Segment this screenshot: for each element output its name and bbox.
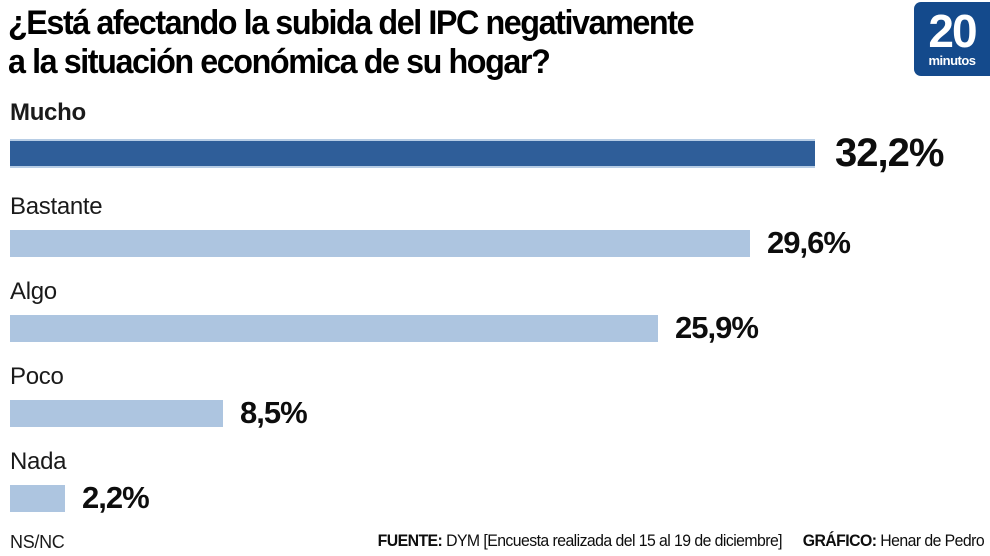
page-title-line2: a la situación económica de su hogar? <box>8 43 551 82</box>
source-label: FUENTE: <box>377 531 443 550</box>
page-title-line1: ¿Está afectando la subida del IPC negati… <box>8 4 695 42</box>
chart-row: Nada 2,2% <box>10 447 980 516</box>
value-label: 8,5% <box>240 395 308 430</box>
category-label: NS/NC <box>10 532 65 552</box>
category-label: Algo <box>10 278 57 305</box>
header: ¿Está afectando la subida del IPC negati… <box>0 0 990 96</box>
value-label: 32,2% <box>835 131 944 175</box>
chart-row: Poco 8,5% <box>10 362 980 431</box>
logo-word: minutos <box>928 53 976 69</box>
bar-line: 25,9% <box>10 310 980 346</box>
value-label: 29,6% <box>767 225 851 260</box>
bar-chart: Mucho 32,2% Bastante 29,6% Algo 25,9% Poco 8,5%… <box>0 96 990 556</box>
source-text: DYM [Encuesta realizada del 15 al 19 de … <box>446 531 782 550</box>
category-label: Poco <box>10 363 64 390</box>
bar <box>10 484 65 512</box>
bar-line: 2,2% <box>10 480 980 516</box>
category-label: Mucho <box>10 99 86 126</box>
bar <box>10 314 658 342</box>
page-title: ¿Está afectando la subida del IPC negati… <box>8 4 882 83</box>
category-label: Bastante <box>10 193 103 220</box>
value-label: 25,9% <box>675 310 759 345</box>
brand-logo-20minutos: 20 minutos <box>914 2 990 76</box>
credit-label: GRÁFICO: <box>802 531 877 550</box>
chart-row: NS/NC1,6% <box>10 532 980 556</box>
bar-line: 8,5% <box>10 395 980 431</box>
chart-row: Mucho 32,2% <box>10 98 980 176</box>
credit-text: Henar de Pedro <box>880 531 984 550</box>
chart-row: Algo 25,9% <box>10 277 980 346</box>
category-label: Nada <box>10 448 67 475</box>
bar <box>10 229 750 257</box>
bar <box>10 139 815 168</box>
logo-number: 20 <box>928 4 977 57</box>
chart-row: Bastante 29,6% <box>10 192 980 261</box>
footer-credits: FUENTE: DYM [Encuesta realizada del 15 a… <box>377 531 985 551</box>
value-label: 2,2% <box>82 480 150 515</box>
bar <box>10 399 223 427</box>
bar-line: 29,6% <box>10 225 980 261</box>
bar-line: 32,2% <box>10 131 980 176</box>
